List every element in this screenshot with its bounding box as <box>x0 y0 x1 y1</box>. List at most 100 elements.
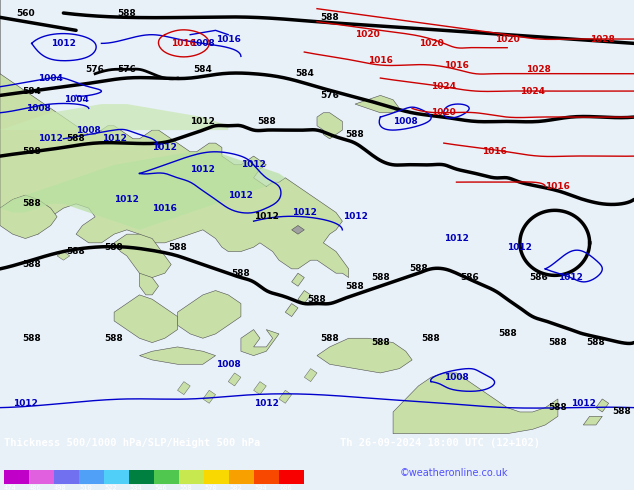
Polygon shape <box>279 390 292 403</box>
Text: 558: 558 <box>179 485 191 490</box>
Polygon shape <box>0 152 285 230</box>
Text: 576: 576 <box>320 91 339 100</box>
Polygon shape <box>317 113 342 139</box>
Bar <box>154 470 179 484</box>
Bar <box>254 470 279 484</box>
Text: 576: 576 <box>86 65 105 74</box>
Text: 1016: 1016 <box>171 39 197 48</box>
Text: 1012: 1012 <box>13 399 38 408</box>
Text: 588: 588 <box>22 199 41 208</box>
Bar <box>129 470 154 484</box>
Text: 594: 594 <box>254 485 267 490</box>
Text: 534: 534 <box>129 485 142 490</box>
Polygon shape <box>393 373 558 434</box>
Bar <box>229 470 254 484</box>
Text: 1028: 1028 <box>526 65 552 74</box>
Text: 1028: 1028 <box>590 34 615 44</box>
Text: 584: 584 <box>22 87 41 96</box>
Polygon shape <box>228 373 241 386</box>
Text: 588: 588 <box>307 294 327 304</box>
Text: 606: 606 <box>279 485 292 490</box>
Text: 588: 588 <box>105 334 124 343</box>
Text: 1008: 1008 <box>393 117 418 126</box>
Text: 1012: 1012 <box>228 191 254 199</box>
Text: 588: 588 <box>231 269 250 278</box>
Text: 1008: 1008 <box>216 360 241 369</box>
Text: 588: 588 <box>422 334 441 343</box>
Text: 588: 588 <box>371 338 390 347</box>
Polygon shape <box>254 382 266 394</box>
Text: 588: 588 <box>320 334 339 343</box>
Text: 1008: 1008 <box>444 373 469 382</box>
Text: 588: 588 <box>320 13 339 22</box>
Text: 582: 582 <box>229 485 242 490</box>
Text: 570: 570 <box>204 485 217 490</box>
Polygon shape <box>304 368 317 382</box>
Text: 1012: 1012 <box>558 273 583 282</box>
Text: 586: 586 <box>460 273 479 282</box>
Text: 1012: 1012 <box>190 165 216 173</box>
Text: 1020: 1020 <box>495 34 520 44</box>
Polygon shape <box>355 96 399 113</box>
Text: 1012: 1012 <box>342 212 368 221</box>
Text: 584: 584 <box>295 69 314 78</box>
Text: 588: 588 <box>371 273 390 282</box>
Text: 1016: 1016 <box>152 204 178 213</box>
Text: 1012: 1012 <box>254 212 279 221</box>
Text: 588: 588 <box>346 130 365 139</box>
Polygon shape <box>203 390 216 403</box>
Text: 1012: 1012 <box>101 134 127 143</box>
Text: 588: 588 <box>257 117 276 126</box>
Text: ©weatheronline.co.uk: ©weatheronline.co.uk <box>400 468 508 478</box>
Text: 474: 474 <box>4 485 16 490</box>
Bar <box>54 470 79 484</box>
Text: 588: 588 <box>67 247 86 256</box>
Text: 1012: 1012 <box>444 234 469 243</box>
Polygon shape <box>139 269 158 295</box>
Text: 588: 588 <box>22 260 41 269</box>
Polygon shape <box>57 251 70 260</box>
Text: 1012: 1012 <box>507 243 533 252</box>
Text: 1012: 1012 <box>241 160 266 169</box>
Text: 1004: 1004 <box>63 95 89 104</box>
Bar <box>279 470 304 484</box>
Text: 588: 588 <box>168 243 187 252</box>
Text: 1020: 1020 <box>431 108 456 117</box>
Text: 1012: 1012 <box>254 399 279 408</box>
Text: 1004: 1004 <box>38 74 63 82</box>
Text: 546: 546 <box>154 485 167 490</box>
Polygon shape <box>178 291 241 338</box>
Text: 588: 588 <box>22 334 41 343</box>
Polygon shape <box>285 304 298 317</box>
Polygon shape <box>114 234 171 277</box>
Bar <box>104 470 129 484</box>
Text: 588: 588 <box>117 8 136 18</box>
Text: 588: 588 <box>498 329 517 339</box>
Text: 1008: 1008 <box>76 125 101 135</box>
Polygon shape <box>0 104 228 130</box>
Text: 1024: 1024 <box>431 82 456 91</box>
Text: 522: 522 <box>104 485 117 490</box>
Text: 1012: 1012 <box>292 208 317 217</box>
Polygon shape <box>298 291 311 304</box>
Text: 1008: 1008 <box>190 39 216 48</box>
Text: 1012: 1012 <box>152 143 178 152</box>
Text: 1008: 1008 <box>25 104 51 113</box>
Text: 498: 498 <box>54 485 67 490</box>
Text: 588: 588 <box>105 243 124 252</box>
Text: 1012: 1012 <box>190 117 216 126</box>
Polygon shape <box>178 382 190 394</box>
Text: Thickness 500/1000 hPa/SLP/Height 500 hPa: Thickness 500/1000 hPa/SLP/Height 500 hP… <box>4 438 260 448</box>
Text: 1012: 1012 <box>51 39 76 48</box>
Polygon shape <box>292 225 304 234</box>
Text: 1016: 1016 <box>216 34 241 44</box>
Polygon shape <box>241 330 279 356</box>
Text: 1020: 1020 <box>418 39 444 48</box>
Bar <box>79 470 104 484</box>
Polygon shape <box>0 195 57 239</box>
Text: 486: 486 <box>29 485 42 490</box>
Polygon shape <box>139 347 216 364</box>
Polygon shape <box>583 416 602 425</box>
Polygon shape <box>596 399 609 412</box>
Text: 1012: 1012 <box>114 195 139 204</box>
